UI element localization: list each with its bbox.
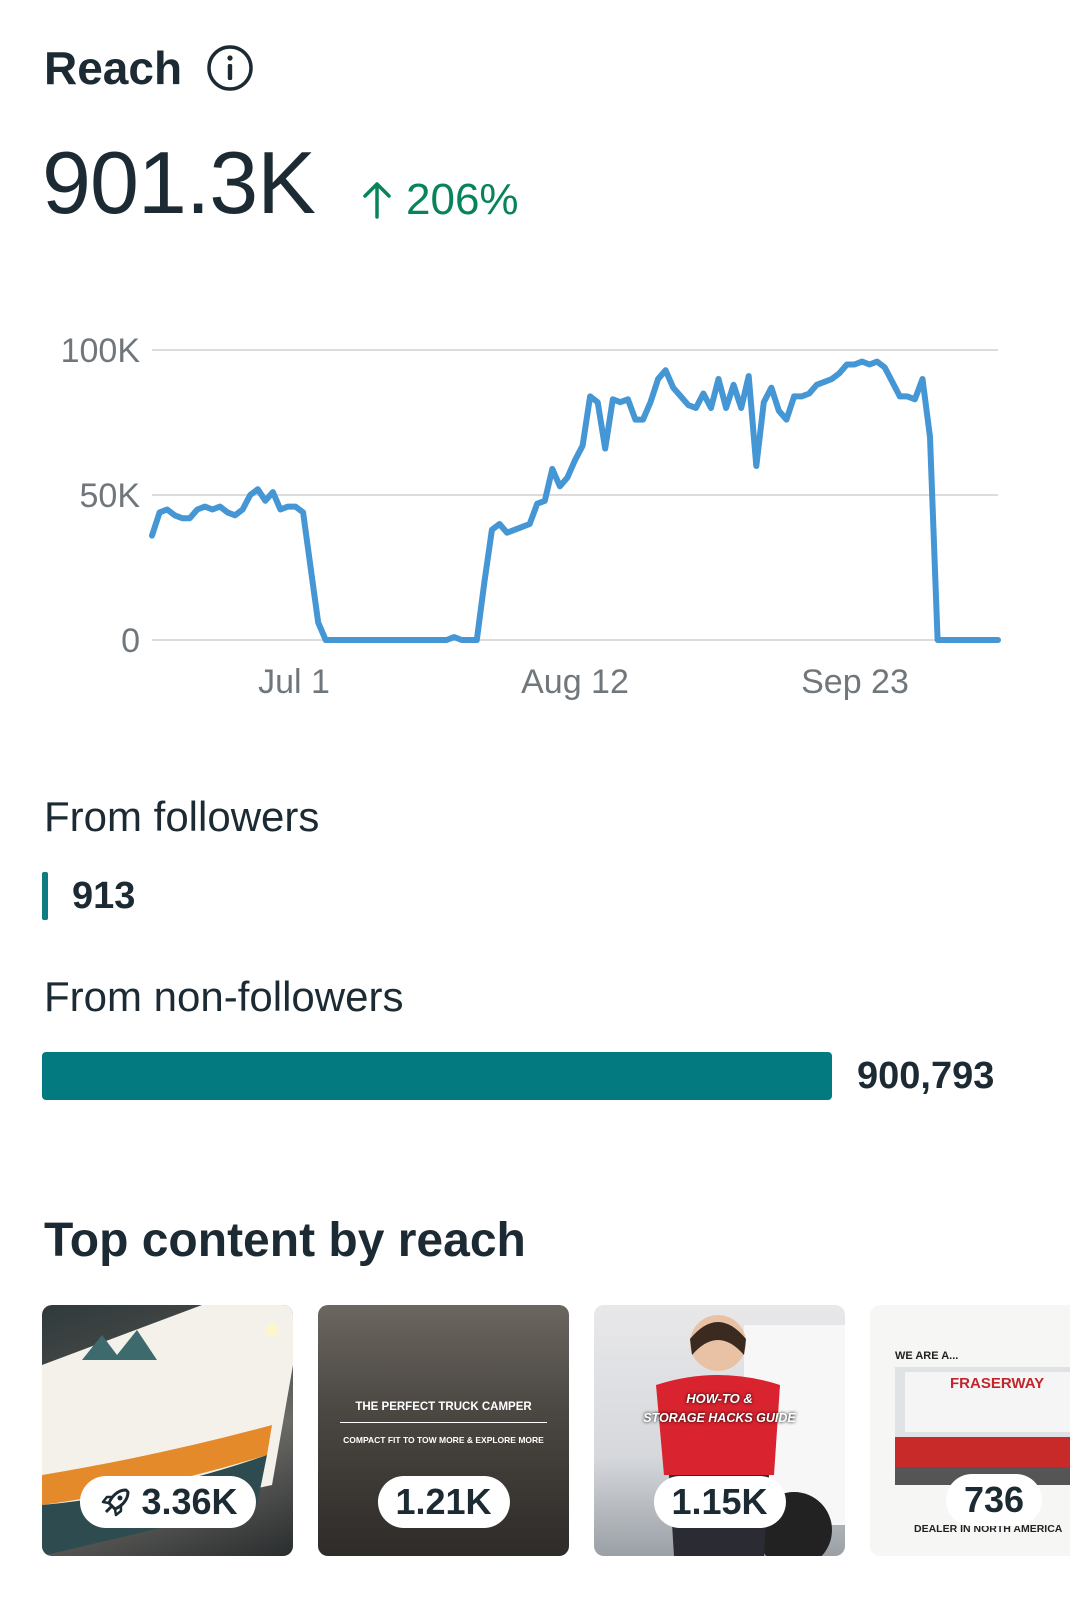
reach-badge-value: 1.21K: [395, 1481, 492, 1522]
y-tick-label: 100K: [61, 332, 141, 370]
arrow-up-icon: [363, 182, 391, 219]
y-tick-label: 50K: [80, 477, 141, 515]
followers-label: From followers: [44, 793, 320, 840]
x-tick-label: Jul 1: [258, 663, 330, 701]
thumb-subcaption: STORAGE HACKS GUIDE: [643, 1411, 796, 1425]
info-icon[interactable]: [206, 44, 254, 92]
non-followers-bar-track: [42, 1052, 833, 1100]
thumb-caption: THE PERFECT TRUCK CAMPER: [355, 1401, 532, 1413]
reach-badge-value: 3.36K: [141, 1481, 238, 1522]
reach-badge-value: 736: [963, 1479, 1025, 1520]
top-content-title: Top content by reach: [44, 1214, 526, 1267]
thumb-divider: [340, 1422, 547, 1423]
thumb-subcaption: DEALER IN NORTH AMERICA: [914, 1523, 1063, 1535]
non-followers-bar: [42, 1052, 833, 1100]
reach-badge: 1.15K: [653, 1476, 786, 1528]
reach-line-chart: 100K 50K 0 Jul 1 Aug 12 Sep 23: [61, 332, 1001, 701]
thumb-caption: WE ARE A...: [895, 1350, 959, 1362]
reach-change: 206%: [360, 172, 519, 228]
page-title: Reach: [44, 42, 183, 94]
reach-total: 901.3K: [42, 133, 316, 232]
top-content-item[interactable]: WE ARE A... FRASERWAY DEALER IN NORTH AM…: [870, 1305, 1070, 1556]
reach-badge-value: 1.15K: [671, 1481, 768, 1522]
top-content-item[interactable]: THE PERFECT TRUCK CAMPER COMPACT FIT TO …: [318, 1305, 569, 1556]
reach-badge: 1.21K: [377, 1476, 510, 1528]
reach-series-line: [149, 358, 1001, 643]
followers-bar: [42, 872, 48, 920]
thumb-subcaption: COMPACT FIT TO TOW MORE & EXPLORE MORE: [343, 1435, 544, 1445]
brand-logo-text: FRASERWAY: [950, 1375, 1045, 1392]
non-followers-label: From non-followers: [44, 973, 404, 1020]
reach-change-value: 206%: [406, 175, 519, 224]
thumb-caption: HOW-TO &: [686, 1391, 753, 1406]
reach-badge: 736: [945, 1474, 1043, 1526]
team-photo-image: [895, 1367, 1070, 1485]
top-content-item[interactable]: HOW-TO & STORAGE HACKS GUIDE 1.15K: [594, 1305, 845, 1556]
non-followers-value: 900,793: [857, 1055, 995, 1097]
followers-value: 913: [72, 875, 136, 917]
y-tick-label: 0: [121, 622, 140, 660]
top-content-item[interactable]: 3.36K: [42, 1305, 293, 1556]
x-tick-label: Aug 12: [521, 663, 629, 701]
rocket-icon: [101, 1488, 129, 1517]
x-tick-label: Sep 23: [801, 663, 909, 701]
reach-badge: 3.36K: [79, 1476, 256, 1528]
